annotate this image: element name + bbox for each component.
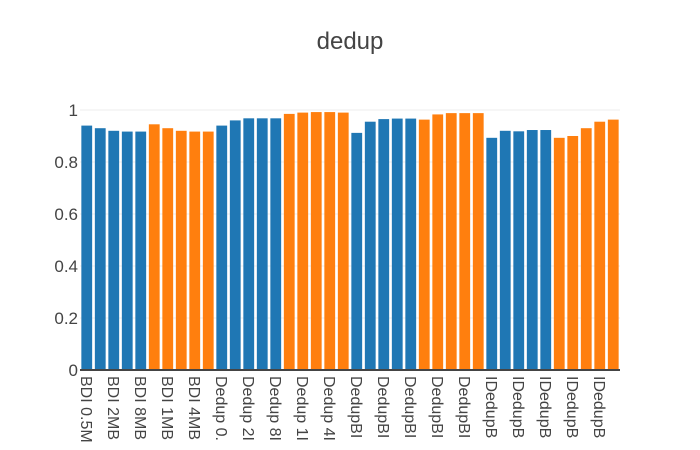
x-tick-label: DedupBI (428, 376, 445, 438)
x-tick-label-group: DedupBI (455, 376, 472, 438)
x-tick-label: Dedup 4I (320, 376, 337, 441)
x-tick-label-group: BDI 1MB (158, 376, 175, 440)
bar (378, 119, 390, 370)
x-tick-label-group: BDI 4MB (185, 376, 202, 440)
x-tick-label: Dedup 2I (239, 376, 256, 441)
y-axis-ticks: 0 0.2 0.4 0.6 0.8 1 (54, 101, 78, 380)
x-tick-label: Dedup 8I (266, 376, 283, 441)
x-tick-label-group: Dedup 4I (320, 376, 337, 441)
bar (94, 128, 106, 370)
bar (580, 128, 592, 370)
bar (364, 121, 376, 370)
x-tick-label-group: Dedup 0. (212, 376, 229, 441)
bar (270, 118, 282, 370)
bar (405, 118, 417, 370)
bar (121, 131, 133, 370)
bar (459, 113, 471, 371)
bar (391, 118, 403, 370)
x-tick-label-group: Dedup 8I (266, 376, 283, 441)
x-tick-label-group: BDI 0.5M (77, 376, 94, 443)
bar (607, 119, 619, 371)
x-tick-label-group: IDedupB (536, 376, 553, 438)
bar (324, 112, 336, 370)
bar (81, 125, 93, 370)
x-tick-label: DedupBI (401, 376, 418, 438)
x-tick-label-group: DedupBI (347, 376, 364, 438)
bar (553, 137, 565, 370)
x-tick-label: BDI 8MB (131, 376, 148, 440)
x-tick-label: BDI 0.5M (77, 376, 94, 443)
x-tick-label: IDedupB (536, 376, 553, 438)
gridlines (80, 109, 620, 319)
x-tick-label-group: IDedupB (509, 376, 526, 438)
bar (499, 130, 511, 370)
x-tick-label-group: Dedup 1I (293, 376, 310, 441)
bar (513, 131, 525, 370)
x-tick-label-group: DedupBI (401, 376, 418, 438)
bar (526, 130, 538, 370)
x-tick-label-group: BDI 8MB (131, 376, 148, 440)
bar (189, 131, 201, 370)
x-tick-label-group: IDedupB (590, 376, 607, 438)
bar (567, 136, 579, 370)
bar (297, 112, 309, 370)
bar (283, 113, 295, 371)
x-tick-label: IDedupB (590, 376, 607, 438)
bar (418, 119, 430, 371)
bar (310, 112, 322, 370)
x-tick-label: IDedupB (509, 376, 526, 438)
x-tick-label-group: BDI 2MB (104, 376, 121, 440)
y-tick-label: 0.4 (54, 257, 78, 276)
y-tick-label: 0.2 (54, 309, 78, 328)
bar (243, 118, 255, 370)
x-tick-label-group: DedupBI (374, 376, 391, 438)
bar (148, 124, 160, 370)
bar (256, 118, 268, 370)
bar (445, 113, 457, 371)
bar (229, 120, 241, 371)
x-tick-label: IDedupB (482, 376, 499, 438)
y-tick-label: 1 (69, 101, 78, 120)
bar (472, 113, 484, 371)
x-tick-label-group: DedupBI (428, 376, 445, 438)
chart-title: dedup (317, 28, 384, 55)
bar (202, 131, 214, 370)
x-tick-label: Dedup 1I (293, 376, 310, 441)
bar (108, 130, 120, 370)
x-tick-label: Dedup 0. (212, 376, 229, 441)
bar (175, 130, 187, 370)
x-tick-label: DedupBI (374, 376, 391, 438)
bar (540, 130, 552, 370)
x-tick-label: DedupBI (455, 376, 472, 438)
x-axis-ticks: BDI 0.5M BDI 2MB BDI 8MB BDI 1MB BDI 4MB Dedu… (77, 376, 607, 443)
x-tick-label: BDI 1MB (158, 376, 175, 440)
bar (135, 131, 147, 370)
bar (486, 137, 498, 370)
bar (594, 121, 606, 370)
y-tick-label: 0.8 (54, 153, 78, 172)
x-tick-label-group: IDedupB (563, 376, 580, 438)
bar (216, 125, 228, 370)
x-tick-label: BDI 4MB (185, 376, 202, 440)
x-tick-label: BDI 2MB (104, 376, 121, 440)
bar (432, 114, 444, 370)
x-tick-label-group: Dedup 2I (239, 376, 256, 441)
x-tick-label-group: IDedupB (482, 376, 499, 438)
y-tick-label: 0 (69, 361, 78, 380)
y-tick-label: 0.6 (54, 205, 78, 224)
bar (162, 128, 174, 370)
bar (337, 112, 349, 370)
x-tick-label: DedupBI (347, 376, 364, 438)
x-tick-label: IDedupB (563, 376, 580, 438)
bars (81, 112, 619, 371)
bar (351, 132, 363, 370)
